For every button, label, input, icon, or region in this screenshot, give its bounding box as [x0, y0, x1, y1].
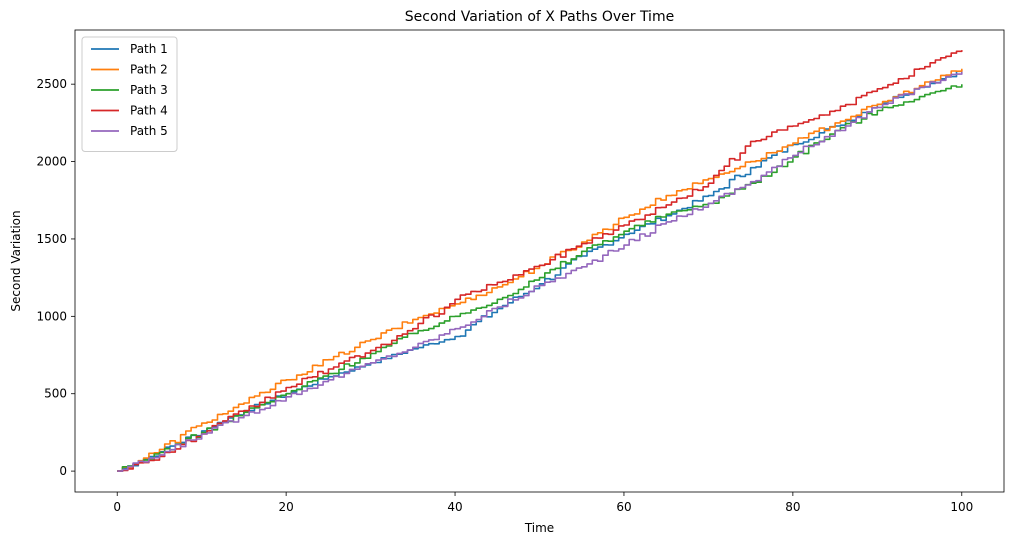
y-tick-label: 1500 [36, 232, 67, 246]
y-tick-label: 500 [44, 387, 67, 401]
y-tick-label: 2500 [36, 77, 67, 91]
legend: Path 1 Path 2 Path 3 Path 4 Path 5 [81, 36, 178, 152]
legend-box [81, 36, 178, 152]
x-tick-label: 40 [447, 500, 462, 514]
series-line-3 [117, 84, 963, 472]
y-tick-label: 1000 [36, 309, 67, 323]
x-tick-label: 80 [785, 500, 800, 514]
x-tick-label: 0 [113, 500, 121, 514]
x-tick-label: 20 [278, 500, 293, 514]
legend-label: Path 3 [130, 83, 168, 97]
legend-label: Path 2 [130, 63, 168, 77]
y-tick-label: 0 [59, 464, 67, 478]
legend-label: Path 1 [130, 42, 168, 56]
x-tick-label: 100 [950, 500, 973, 514]
y-axis: 0 500 1000 1500 2000 2500 [36, 77, 75, 478]
x-axis-label: Time [524, 521, 554, 535]
legend-label: Path 4 [130, 104, 168, 118]
plot-lines [117, 50, 963, 472]
chart-title: Second Variation of X Paths Over Time [405, 9, 674, 25]
y-tick-label: 2000 [36, 155, 67, 169]
y-axis-label: Second Variation [9, 210, 23, 311]
series-line-5 [117, 71, 963, 472]
x-tick-label: 60 [616, 500, 631, 514]
plot-frame [74, 29, 1005, 493]
legend-label: Path 5 [130, 124, 168, 138]
series-line-4 [117, 50, 963, 472]
x-axis: 0 20 40 60 80 100 [113, 492, 973, 514]
